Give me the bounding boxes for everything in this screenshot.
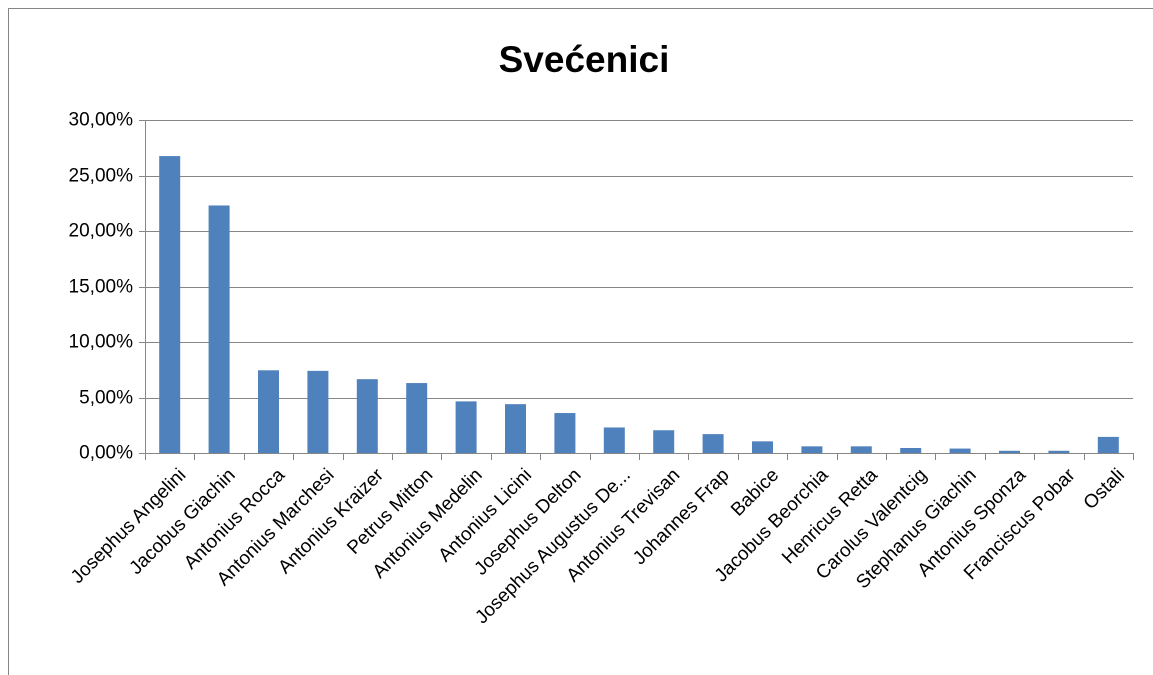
bar <box>752 441 773 453</box>
bar <box>258 370 279 453</box>
bar <box>850 446 872 453</box>
bar <box>1097 436 1119 453</box>
bar <box>801 446 823 453</box>
bar <box>554 413 576 453</box>
chart-frame <box>8 8 1153 675</box>
y-tick-label: 30,00% <box>69 110 134 131</box>
bar <box>356 379 378 453</box>
bar <box>406 383 428 453</box>
bar <box>900 448 922 453</box>
y-tick-label: 25,00% <box>69 166 134 187</box>
y-tick-label: 10,00% <box>69 332 134 353</box>
y-tick-label: 5,00% <box>79 388 133 409</box>
bar <box>455 401 477 453</box>
bar <box>999 450 1020 453</box>
y-tick-label: 20,00% <box>69 221 134 242</box>
chart-title: Svećenici <box>499 39 670 80</box>
bar <box>307 370 329 453</box>
y-tick-label: 0,00% <box>79 443 133 464</box>
bar <box>208 205 230 453</box>
bar <box>159 156 181 453</box>
bar <box>1048 450 1070 453</box>
bar <box>603 427 625 453</box>
bar <box>653 430 675 453</box>
bar <box>505 404 526 453</box>
bar <box>949 448 971 453</box>
bar <box>702 434 724 453</box>
y-tick-label: 15,00% <box>69 277 134 298</box>
